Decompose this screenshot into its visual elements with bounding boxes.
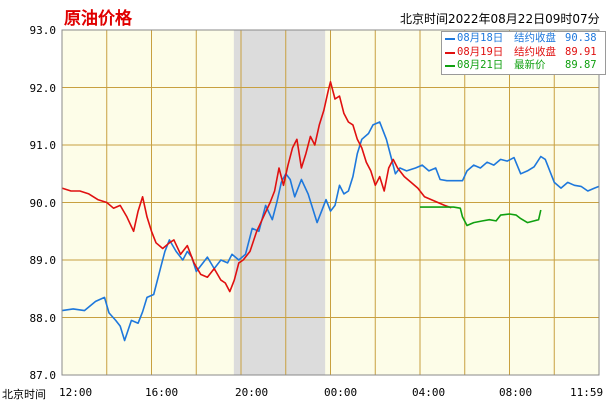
series-line-2 <box>420 206 542 227</box>
legend-swatch-0821 <box>445 65 455 67</box>
x-tick-label: 20:00 <box>235 386 269 399</box>
timestamp: 北京时间2022年08月22日09时07分 <box>400 12 600 26</box>
y-tick-label: 93.0 <box>29 24 57 37</box>
legend-date: 08月21日 <box>457 59 504 71</box>
y-tick-label: 91.0 <box>29 139 57 152</box>
legend-value: 89.87 <box>565 59 597 71</box>
x-tick-label: 08:00 <box>499 386 533 399</box>
x-tick-label: 00:00 <box>324 386 358 399</box>
x-axis-prefix: 北京时间 <box>2 388 46 401</box>
y-tick-label: 92.0 <box>29 81 57 95</box>
x-tick-label: 11:59 <box>570 386 604 399</box>
legend-row-0821: 08月21日 最新价 89.87 <box>442 59 605 73</box>
legend: 08月18日 结约收盘 90.38 08月19日 结约收盘 89.91 08月2… <box>441 31 606 75</box>
legend-label: 最新价 <box>514 59 546 71</box>
legend-date: 08月19日 <box>457 45 504 58</box>
series-lines <box>61 81 600 342</box>
legend-swatch-0819 <box>445 51 455 54</box>
x-tick-label: 16:00 <box>145 386 179 399</box>
y-tick-label: 88.0 <box>29 311 57 325</box>
series-line-0 <box>61 121 600 342</box>
series-line-1 <box>61 81 452 293</box>
legend-row-0818: 08月18日 结约收盘 90.38 <box>442 32 605 46</box>
legend-row-0819: 08月19日 结约收盘 89.91 <box>442 46 605 60</box>
x-tick-label: 04:00 <box>412 386 446 399</box>
y-tick-label: 87.0 <box>29 369 57 382</box>
y-tick-label: 90.0 <box>29 196 57 210</box>
legend-label: 结约收盘 <box>514 32 556 44</box>
y-tick-label: 89.0 <box>29 254 57 267</box>
chart-title: 原油价格 <box>64 9 132 29</box>
legend-value: 90.38 <box>565 32 597 44</box>
legend-swatch-0818 <box>445 38 455 40</box>
legend-value: 89.91 <box>565 45 597 58</box>
x-tick-label: 12:00 <box>59 386 93 399</box>
plot-border <box>61 29 600 376</box>
legend-label: 结约收盘 <box>514 45 556 58</box>
legend-date: 08月18日 <box>457 32 504 44</box>
